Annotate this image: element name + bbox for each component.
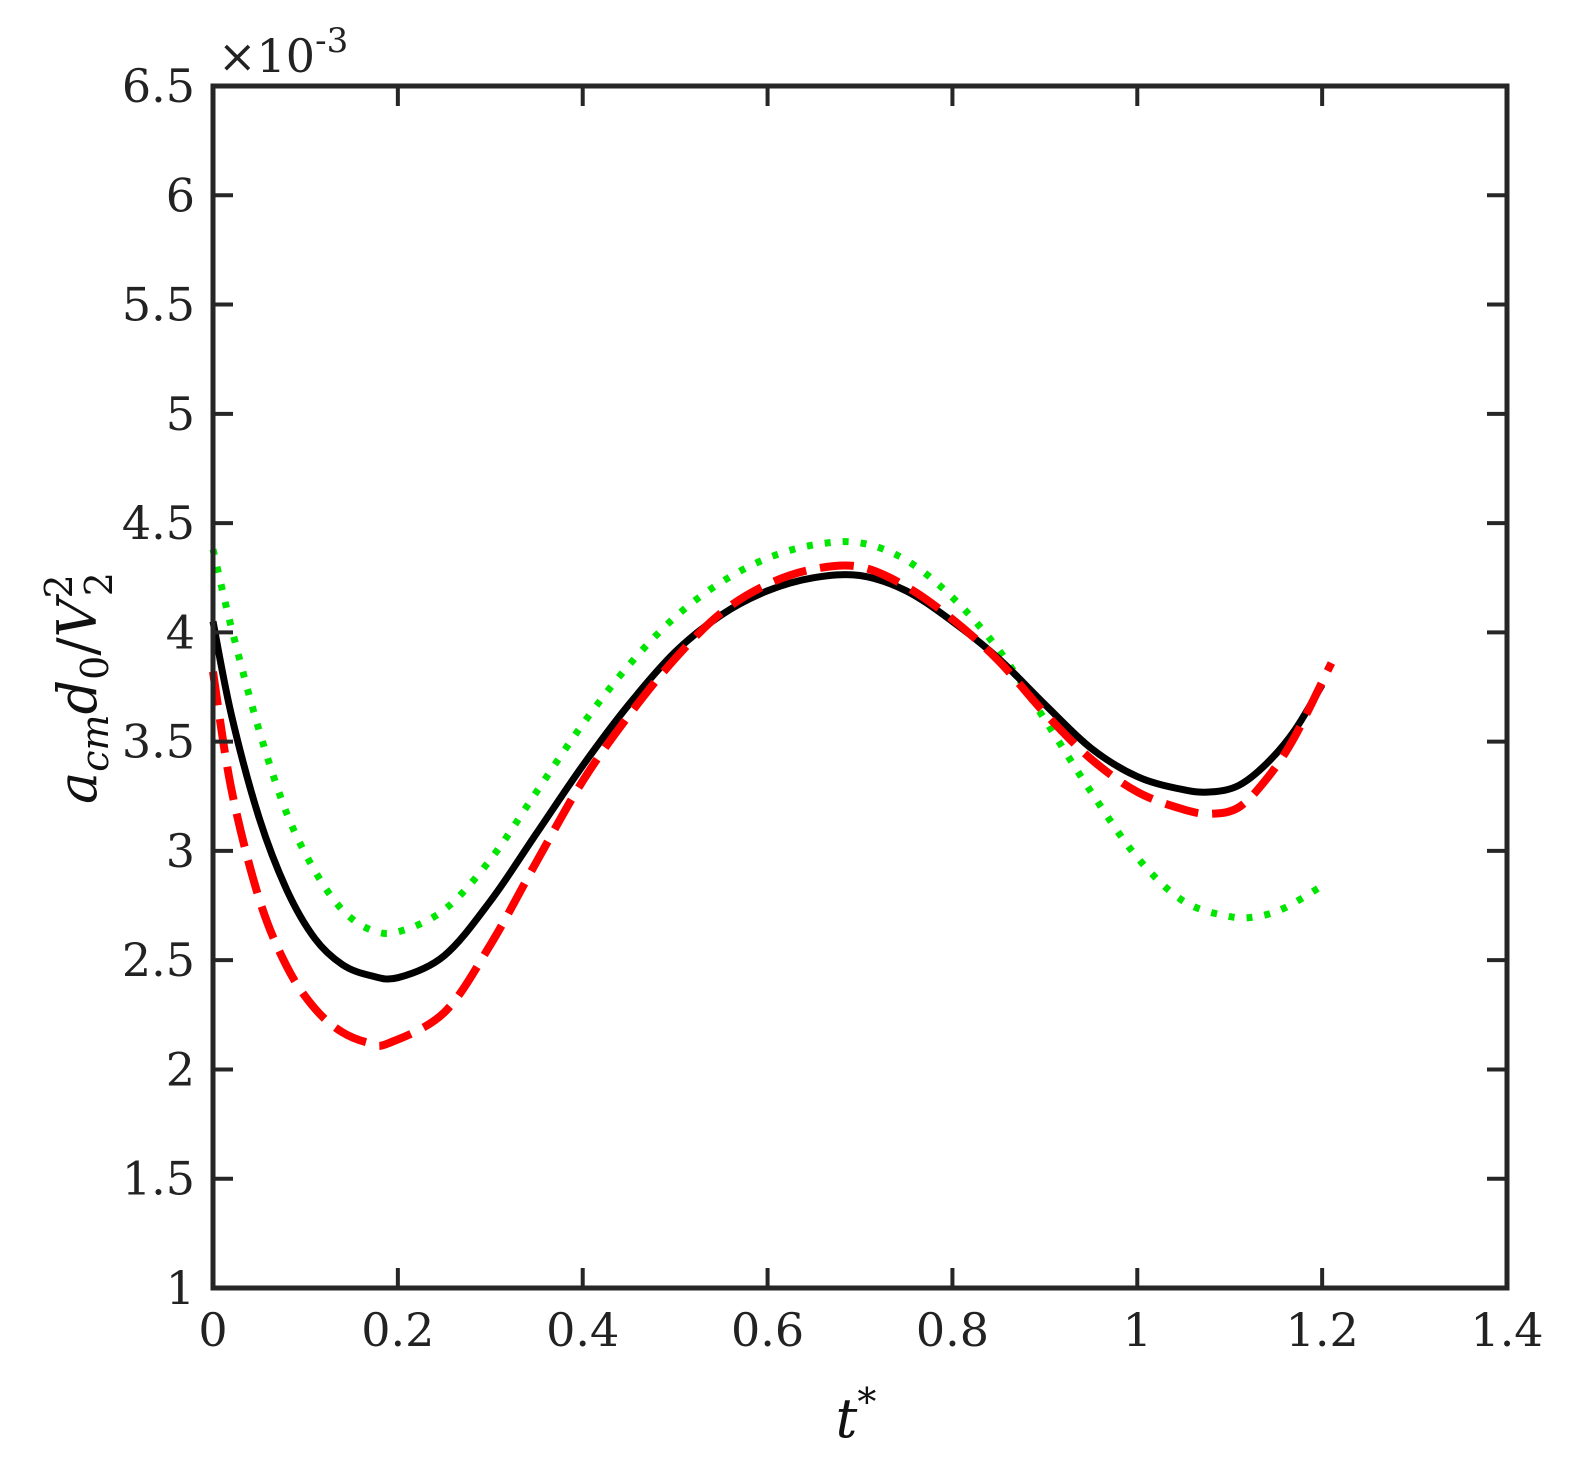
y-label-v-sup: 2 xyxy=(37,574,81,598)
y-tick-label: 4 xyxy=(166,605,195,659)
y-tick-label: 2.5 xyxy=(122,933,195,987)
y-tick-label: 5 xyxy=(166,387,195,441)
x-tick-label: 0.8 xyxy=(916,1303,989,1357)
x-tick-label: 1.2 xyxy=(1286,1303,1359,1357)
series-line-solid xyxy=(209,571,1326,983)
y-tick-label: 3.5 xyxy=(122,715,195,769)
y-label-v: V xyxy=(46,593,109,637)
y-label-a-sub: cm xyxy=(73,714,117,771)
x-tick-label: 1 xyxy=(1123,1303,1152,1357)
y-label-slash: / xyxy=(46,637,109,656)
series-layer xyxy=(209,538,1335,1050)
y-tick-label: 2 xyxy=(166,1042,195,1096)
y-exponent-power: -3 xyxy=(315,21,348,61)
x-axis-label-base: t xyxy=(836,1387,858,1450)
x-tick-label: 0.2 xyxy=(361,1303,434,1357)
y-tick-labels: 1 1.5 2 2.5 3 3.5 4 4.5 5 5.5 6 6.5 xyxy=(122,59,195,1315)
y-tick-label: 1 xyxy=(166,1261,195,1315)
y-exponent-label: ×10-3 xyxy=(218,21,348,83)
x-tick-label: 0.6 xyxy=(731,1303,804,1357)
y-tick-label: 6 xyxy=(166,168,195,222)
y-label-d-sub: 0 xyxy=(73,656,117,680)
x-tick-labels: 0 0.2 0.4 0.6 0.8 1 1.2 1.4 xyxy=(198,1303,1543,1357)
y-label-a: a xyxy=(46,772,109,804)
series-line-dotted xyxy=(209,538,1324,937)
y-label-v-sub: 2 xyxy=(77,572,121,596)
x-tick-label: 1.4 xyxy=(1470,1303,1543,1357)
y-axis-label: acmd0/V22 xyxy=(37,572,121,804)
y-label-d: d xyxy=(46,680,109,715)
series-line-dashed xyxy=(209,561,1335,1050)
y-tick-label: 4.5 xyxy=(122,496,195,550)
plot-frame xyxy=(210,83,1510,1291)
y-tick-label: 1.5 xyxy=(122,1152,195,1206)
x-tick-label: 0 xyxy=(198,1303,227,1357)
x-axis-label-sup: * xyxy=(857,1380,876,1424)
y-exponent-base: ×10 xyxy=(218,29,315,83)
y-tick-label: 6.5 xyxy=(122,59,195,113)
ticks-layer xyxy=(211,84,1509,1290)
y-tick-label: 5.5 xyxy=(122,278,195,332)
y-tick-label: 3 xyxy=(166,824,195,878)
x-axis-label: t* xyxy=(836,1380,877,1450)
x-tick-label: 0.4 xyxy=(546,1303,619,1357)
